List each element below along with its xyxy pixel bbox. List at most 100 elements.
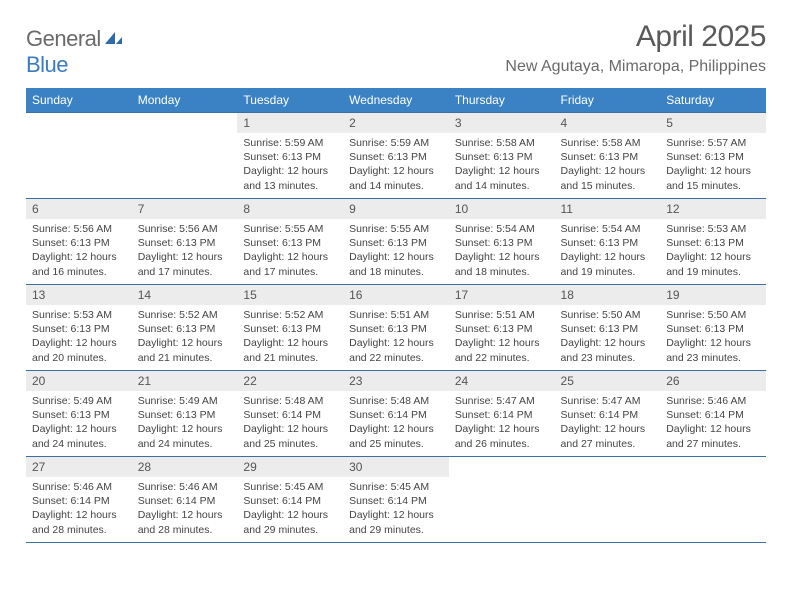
- day-number: 2: [343, 113, 449, 133]
- daylight-label: Daylight:: [666, 165, 707, 177]
- day-content: Sunrise: 5:49 AMSunset: 6:13 PMDaylight:…: [132, 391, 238, 454]
- calendar-cell-empty: [26, 113, 132, 199]
- calendar-cell: 15Sunrise: 5:52 AMSunset: 6:13 PMDayligh…: [237, 285, 343, 371]
- day-content: Sunrise: 5:48 AMSunset: 6:14 PMDaylight:…: [237, 391, 343, 454]
- calendar-cell-empty: [132, 113, 238, 199]
- weekday-header: Thursday: [449, 88, 555, 113]
- calendar-cell: 26Sunrise: 5:46 AMSunset: 6:14 PMDayligh…: [660, 371, 766, 457]
- day-number: 3: [449, 113, 555, 133]
- daylight-label: Daylight:: [32, 423, 73, 435]
- day-number: 20: [26, 371, 132, 391]
- sunrise-label: Sunrise:: [561, 223, 600, 235]
- sunset-value: 6:13 PM: [388, 151, 427, 163]
- sunrise-value: 5:48 AM: [285, 395, 324, 407]
- title-block: April 2025 New Agutaya, Mimaropa, Philip…: [505, 20, 766, 76]
- sunrise-value: 5:54 AM: [602, 223, 641, 235]
- sunrise-label: Sunrise:: [455, 223, 494, 235]
- sunset-label: Sunset:: [666, 151, 702, 163]
- weekday-header: Saturday: [660, 88, 766, 113]
- brand-logo: General Blue: [26, 26, 123, 78]
- sunset-label: Sunset:: [349, 323, 385, 335]
- day-number: 7: [132, 199, 238, 219]
- sunset-value: 6:13 PM: [282, 323, 321, 335]
- daylight-label: Daylight:: [455, 165, 496, 177]
- sunrise-label: Sunrise:: [138, 395, 177, 407]
- daylight-label: Daylight:: [349, 423, 390, 435]
- day-number: 29: [237, 457, 343, 477]
- day-content: Sunrise: 5:53 AMSunset: 6:13 PMDaylight:…: [26, 305, 132, 368]
- daylight-label: Daylight:: [138, 423, 179, 435]
- calendar-row: 1Sunrise: 5:59 AMSunset: 6:13 PMDaylight…: [26, 113, 766, 199]
- calendar-cell-empty: [449, 457, 555, 543]
- sunrise-value: 5:47 AM: [602, 395, 641, 407]
- sunrise-label: Sunrise:: [666, 137, 705, 149]
- daylight-label: Daylight:: [349, 509, 390, 521]
- sunrise-label: Sunrise:: [138, 223, 177, 235]
- sunrise-label: Sunrise:: [561, 309, 600, 321]
- calendar-cell: 1Sunrise: 5:59 AMSunset: 6:13 PMDaylight…: [237, 113, 343, 199]
- calendar-cell: 16Sunrise: 5:51 AMSunset: 6:13 PMDayligh…: [343, 285, 449, 371]
- sunset-value: 6:14 PM: [388, 409, 427, 421]
- sunset-value: 6:14 PM: [388, 495, 427, 507]
- sunset-label: Sunset:: [455, 151, 491, 163]
- calendar-cell: 30Sunrise: 5:45 AMSunset: 6:14 PMDayligh…: [343, 457, 449, 543]
- sunrise-label: Sunrise:: [243, 137, 282, 149]
- day-number: 18: [555, 285, 661, 305]
- calendar-table: SundayMondayTuesdayWednesdayThursdayFrid…: [26, 88, 766, 543]
- sunrise-label: Sunrise:: [349, 395, 388, 407]
- sunset-label: Sunset:: [349, 495, 385, 507]
- sunrise-value: 5:49 AM: [73, 395, 112, 407]
- sunrise-value: 5:47 AM: [496, 395, 535, 407]
- sunrise-label: Sunrise:: [455, 137, 494, 149]
- daylight-label: Daylight:: [455, 423, 496, 435]
- sunrise-value: 5:56 AM: [73, 223, 112, 235]
- weekday-header: Tuesday: [237, 88, 343, 113]
- sunrise-value: 5:51 AM: [496, 309, 535, 321]
- daylight-label: Daylight:: [243, 423, 284, 435]
- calendar-row: 20Sunrise: 5:49 AMSunset: 6:13 PMDayligh…: [26, 371, 766, 457]
- day-number: 25: [555, 371, 661, 391]
- day-content: Sunrise: 5:46 AMSunset: 6:14 PMDaylight:…: [132, 477, 238, 540]
- day-number: 23: [343, 371, 449, 391]
- weekday-header: Monday: [132, 88, 238, 113]
- calendar-row: 6Sunrise: 5:56 AMSunset: 6:13 PMDaylight…: [26, 199, 766, 285]
- sunset-value: 6:14 PM: [176, 495, 215, 507]
- sunset-label: Sunset:: [32, 323, 68, 335]
- sunrise-label: Sunrise:: [243, 223, 282, 235]
- sunrise-label: Sunrise:: [349, 481, 388, 493]
- sunrise-label: Sunrise:: [561, 395, 600, 407]
- sunrise-value: 5:50 AM: [708, 309, 747, 321]
- daylight-label: Daylight:: [243, 509, 284, 521]
- day-number: 12: [660, 199, 766, 219]
- daylight-label: Daylight:: [666, 423, 707, 435]
- day-content: Sunrise: 5:47 AMSunset: 6:14 PMDaylight:…: [555, 391, 661, 454]
- day-content: Sunrise: 5:48 AMSunset: 6:14 PMDaylight:…: [343, 391, 449, 454]
- daylight-label: Daylight:: [243, 251, 284, 263]
- sunset-label: Sunset:: [243, 151, 279, 163]
- calendar-cell: 2Sunrise: 5:59 AMSunset: 6:13 PMDaylight…: [343, 113, 449, 199]
- weekday-header: Sunday: [26, 88, 132, 113]
- sunset-label: Sunset:: [138, 237, 174, 249]
- sunset-label: Sunset:: [666, 237, 702, 249]
- calendar-cell: 8Sunrise: 5:55 AMSunset: 6:13 PMDaylight…: [237, 199, 343, 285]
- sunset-label: Sunset:: [666, 323, 702, 335]
- calendar-cell: 20Sunrise: 5:49 AMSunset: 6:13 PMDayligh…: [26, 371, 132, 457]
- calendar-cell: 24Sunrise: 5:47 AMSunset: 6:14 PMDayligh…: [449, 371, 555, 457]
- calendar-cell: 28Sunrise: 5:46 AMSunset: 6:14 PMDayligh…: [132, 457, 238, 543]
- sunset-value: 6:13 PM: [493, 237, 532, 249]
- day-content: Sunrise: 5:59 AMSunset: 6:13 PMDaylight:…: [237, 133, 343, 196]
- sunrise-value: 5:55 AM: [391, 223, 430, 235]
- sunset-label: Sunset:: [243, 323, 279, 335]
- day-content: Sunrise: 5:53 AMSunset: 6:13 PMDaylight:…: [660, 219, 766, 282]
- day-content: Sunrise: 5:50 AMSunset: 6:13 PMDaylight:…: [660, 305, 766, 368]
- day-number: 17: [449, 285, 555, 305]
- header: General Blue April 2025 New Agutaya, Mim…: [26, 20, 766, 78]
- sunset-label: Sunset:: [561, 151, 597, 163]
- sunrise-value: 5:56 AM: [179, 223, 218, 235]
- sunset-label: Sunset:: [349, 151, 385, 163]
- day-content: Sunrise: 5:47 AMSunset: 6:14 PMDaylight:…: [449, 391, 555, 454]
- sunset-value: 6:13 PM: [176, 323, 215, 335]
- calendar-cell: 21Sunrise: 5:49 AMSunset: 6:13 PMDayligh…: [132, 371, 238, 457]
- day-content: Sunrise: 5:52 AMSunset: 6:13 PMDaylight:…: [237, 305, 343, 368]
- daylight-label: Daylight:: [243, 165, 284, 177]
